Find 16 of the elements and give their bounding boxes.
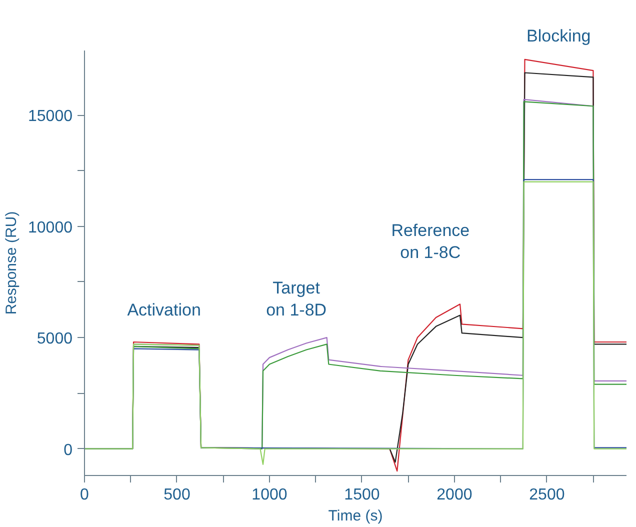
x-axis-title: Time (s) bbox=[328, 508, 383, 524]
y-tick-label: 15000 bbox=[28, 108, 73, 126]
x-tick-label: 2000 bbox=[436, 486, 472, 504]
text: Blocking bbox=[526, 26, 591, 46]
y-tick-label: 10000 bbox=[28, 219, 73, 236]
x-tick-label: 2500 bbox=[529, 486, 565, 504]
y-tick-label: 0 bbox=[64, 442, 73, 459]
annotation: Activation bbox=[127, 300, 201, 320]
x-tick-label: 500 bbox=[164, 486, 190, 504]
x-tick-label: 1000 bbox=[252, 486, 288, 504]
y-axis-title: Response (RU) bbox=[3, 211, 20, 315]
annotation: Reference on 1-8C bbox=[391, 220, 470, 262]
x-tick-label: 0 bbox=[80, 486, 90, 504]
y-tick-label: 5000 bbox=[36, 330, 73, 348]
x-tick-label: 1500 bbox=[344, 486, 380, 504]
annotation: Target on 1-8D bbox=[266, 278, 327, 320]
